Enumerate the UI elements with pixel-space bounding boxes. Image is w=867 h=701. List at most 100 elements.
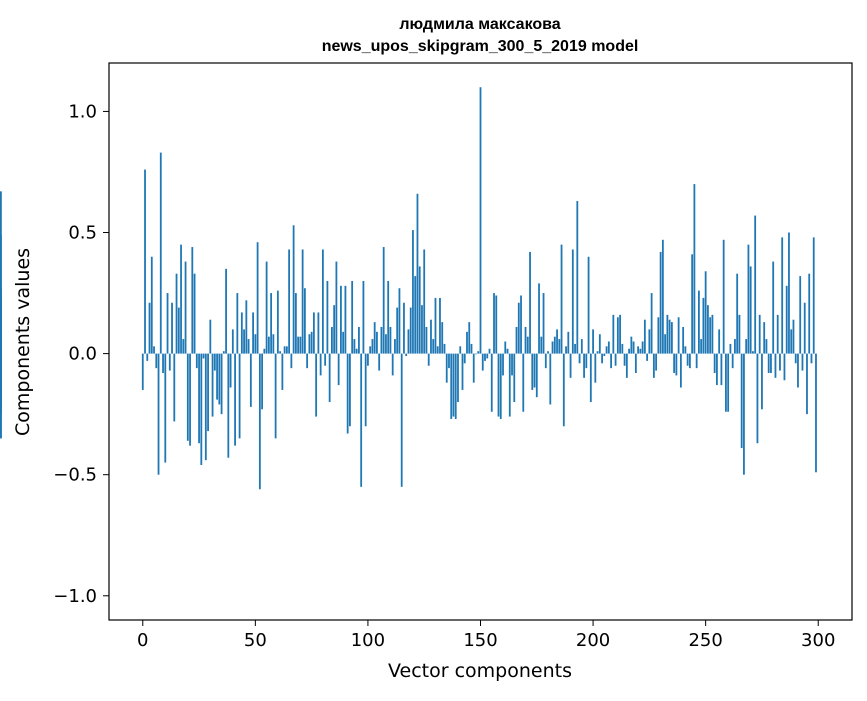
bar (418, 266, 421, 354)
bar (517, 302, 520, 354)
bar (756, 353, 759, 444)
bar (529, 251, 531, 354)
bar (382, 247, 385, 354)
bar (349, 353, 351, 427)
bar (470, 343, 473, 354)
bar (189, 353, 191, 446)
bar (558, 339, 561, 354)
bar (785, 285, 788, 354)
bar (157, 353, 160, 475)
bar (752, 351, 754, 354)
bar (400, 353, 403, 487)
bar (499, 353, 502, 419)
bar (761, 353, 763, 410)
bar (776, 314, 779, 354)
bar (542, 293, 545, 354)
bar (439, 297, 441, 354)
bar (202, 353, 205, 359)
bar (772, 261, 775, 354)
bar (290, 353, 293, 369)
x-tick-label: 200 (576, 630, 610, 651)
bar (430, 319, 432, 354)
bar (788, 232, 790, 354)
bar (378, 353, 381, 371)
bar (619, 314, 621, 354)
bar (234, 353, 236, 446)
bar (783, 353, 786, 381)
bar (477, 351, 480, 354)
bar (716, 353, 718, 386)
bar (754, 215, 757, 354)
bar (718, 329, 721, 354)
bar (403, 302, 405, 354)
bar (342, 331, 345, 354)
bar (389, 326, 392, 354)
bar (547, 351, 549, 354)
bar (211, 353, 214, 417)
bar (592, 329, 594, 354)
bar (222, 351, 225, 354)
bar (218, 353, 221, 405)
bar (355, 348, 358, 354)
bar (441, 322, 444, 354)
bar (603, 353, 606, 357)
bar (146, 353, 149, 361)
bar (231, 329, 234, 354)
bar (702, 297, 705, 354)
bar (306, 353, 309, 369)
bar (792, 319, 795, 354)
bar (779, 353, 781, 371)
bar (346, 353, 349, 434)
x-tick-label: 250 (688, 630, 722, 651)
bar (711, 314, 714, 354)
bar (358, 326, 360, 354)
y-tick-label: 1.0 (68, 101, 97, 122)
bar (704, 271, 707, 354)
bar (173, 353, 176, 422)
bar (770, 353, 772, 373)
bar (495, 295, 498, 354)
bar (463, 353, 466, 364)
bar (236, 293, 239, 354)
bar (486, 353, 489, 359)
bar (333, 305, 336, 354)
bar (391, 353, 394, 376)
bar (666, 314, 669, 354)
bar (475, 353, 477, 355)
bar (815, 353, 817, 473)
bar (745, 339, 748, 354)
bar (272, 334, 275, 354)
bar (497, 353, 500, 417)
bar (180, 244, 182, 354)
bar (655, 353, 658, 371)
bar (461, 353, 464, 390)
bar (490, 353, 493, 412)
bar (797, 353, 799, 388)
bar (0, 353, 2, 383)
bar (155, 353, 158, 369)
bar (607, 341, 610, 354)
bar (445, 353, 448, 383)
bar (594, 353, 597, 383)
bar (650, 293, 653, 354)
bar (452, 353, 455, 417)
bar (312, 312, 315, 354)
bar (371, 339, 374, 354)
bar (276, 290, 279, 354)
bar (513, 353, 516, 403)
bar (747, 244, 750, 354)
bar (162, 353, 164, 373)
bar (405, 353, 408, 357)
bar (794, 353, 797, 364)
bar (186, 353, 189, 441)
bar (398, 288, 401, 354)
bar (549, 353, 552, 405)
bar (450, 353, 453, 419)
y-tick-label: −0.5 (53, 465, 97, 486)
bar (204, 353, 207, 461)
bar (596, 351, 599, 354)
bar (315, 353, 318, 417)
x-tick-label: 100 (351, 630, 385, 651)
bar (288, 249, 291, 354)
